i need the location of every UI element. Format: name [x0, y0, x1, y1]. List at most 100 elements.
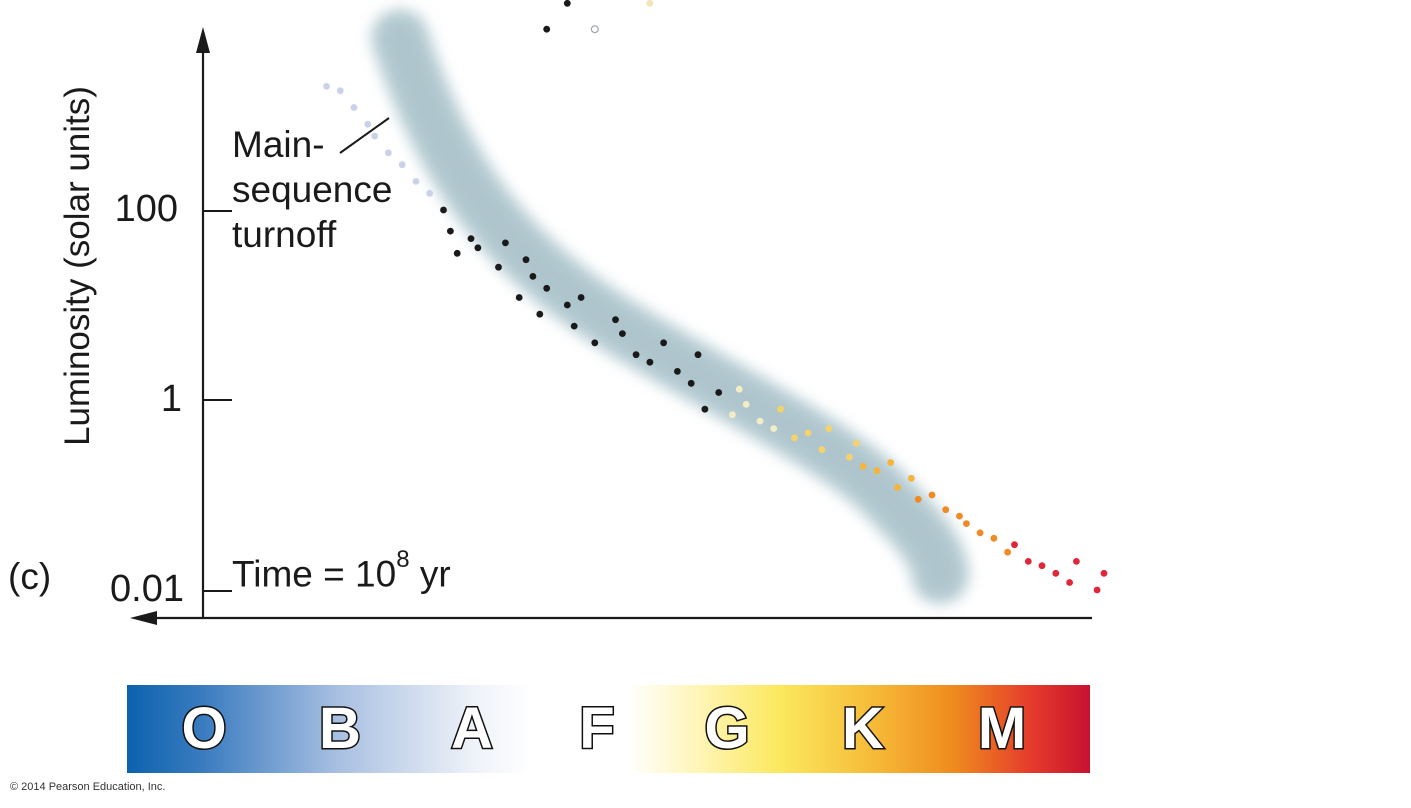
giant-star-4	[590, 25, 599, 34]
main-sequence-star-41	[791, 434, 798, 442]
main-sequence-star-12	[467, 235, 475, 243]
main-sequence-star-38	[756, 417, 764, 425]
main-sequence-star-6	[398, 161, 406, 169]
main-sequence-star-47	[859, 463, 867, 470]
main-sequence-star-15	[502, 239, 509, 247]
annotation-line-2: sequence	[232, 169, 393, 210]
spectral-class-b: B	[319, 696, 361, 761]
main-sequence-band	[371, 9, 969, 604]
turnoff-annotation: Main- sequence turnoff	[232, 122, 392, 257]
main-sequence-star-52	[914, 495, 922, 503]
time-equals: =	[323, 553, 345, 595]
main-sequence-star-32	[694, 351, 702, 359]
spectral-class-f: F	[579, 696, 614, 761]
main-sequence-star-66	[1093, 586, 1101, 594]
giant-star-3	[563, 0, 571, 7]
main-sequence-star-37	[742, 400, 750, 408]
y-tick-label-100: 100	[114, 188, 178, 230]
main-sequence-star-5	[385, 149, 392, 157]
main-sequence-star-55	[956, 512, 963, 520]
main-sequence-star-21	[563, 301, 571, 309]
main-sequence-star-13	[474, 244, 482, 252]
main-sequence-star-23	[577, 294, 585, 301]
main-sequence-star-56	[963, 520, 970, 527]
y-tick-label-001: 0.01	[110, 568, 184, 610]
main-sequence-star-22	[570, 322, 578, 330]
main-sequence-star-64	[1066, 579, 1073, 586]
main-sequence-star-65	[1073, 558, 1080, 565]
main-sequence-star-60	[1011, 541, 1018, 549]
main-sequence-star-29	[660, 339, 667, 347]
main-sequence-star-62	[1038, 562, 1046, 570]
spectral-class-k: K	[842, 696, 884, 761]
main-sequence-star-46	[852, 439, 860, 447]
y-axis-arrow	[196, 27, 210, 53]
giant-star-5	[646, 0, 654, 7]
main-sequence-star-54	[942, 506, 950, 514]
time-unit: yr	[419, 553, 451, 595]
main-sequence-star-57	[976, 529, 984, 537]
main-sequence-star-51	[907, 474, 915, 482]
main-sequence-star-9	[440, 206, 447, 214]
turnoff-leader-line	[339, 117, 390, 154]
data-points	[323, 0, 1108, 594]
time-prefix: Time	[232, 553, 313, 595]
y-tick-label-1: 1	[160, 378, 182, 420]
main-sequence-star-25	[612, 316, 619, 324]
main-sequence-star-4	[371, 132, 379, 140]
main-sequence-star-1	[336, 87, 344, 95]
x-axis-arrow	[130, 611, 157, 625]
annotation-line-1: Main-	[232, 124, 325, 165]
spectral-class-a: A	[451, 696, 493, 761]
main-sequence-star-30	[674, 368, 681, 375]
main-sequence-star-17	[522, 256, 530, 264]
main-sequence-star-50	[894, 484, 901, 491]
main-sequence-star-31	[687, 379, 695, 387]
main-sequence-star-26	[619, 330, 626, 337]
main-sequence-star-67	[1100, 569, 1108, 577]
main-sequence-star-33	[701, 405, 709, 413]
main-sequence-star-0	[323, 83, 330, 90]
main-sequence-star-20	[543, 284, 551, 292]
main-sequence-star-61	[1024, 558, 1032, 565]
main-sequence-star-35	[729, 411, 736, 419]
main-sequence-star-58	[990, 534, 998, 542]
main-sequence-star-11	[453, 249, 461, 257]
main-sequence-star-43	[818, 446, 826, 454]
main-sequence-star-2	[350, 104, 358, 111]
main-sequence-star-34	[715, 389, 723, 396]
main-sequence-star-24	[591, 339, 599, 347]
annotation-line-3: turnoff	[232, 214, 337, 255]
main-sequence-star-40	[777, 405, 784, 413]
main-sequence-star-19	[536, 310, 544, 318]
spectral-class-o: O	[181, 696, 226, 761]
main-sequence-star-27	[632, 351, 640, 359]
time-label: Time = 108 yr	[232, 546, 451, 595]
main-sequence-star-3	[364, 120, 372, 128]
main-sequence-star-18	[529, 273, 537, 280]
main-sequence-star-8	[426, 189, 434, 197]
spectral-class-g: G	[704, 696, 749, 761]
main-sequence-star-16	[515, 294, 523, 301]
giant-star-2	[543, 25, 551, 33]
axes	[130, 27, 1092, 625]
time-base: 10	[355, 553, 397, 595]
main-sequence-star-14	[495, 263, 502, 271]
main-sequence-star-44	[825, 425, 833, 432]
main-sequence-star-48	[873, 467, 881, 475]
main-sequence-star-36	[735, 385, 743, 393]
main-sequence-star-28	[646, 358, 654, 366]
main-sequence-star-10	[447, 227, 454, 235]
main-sequence-star-42	[804, 429, 812, 437]
spectral-class-m: M	[978, 696, 1026, 761]
panel-label: (c)	[8, 556, 52, 597]
main-sequence-star-7	[412, 178, 420, 185]
main-sequence-star-63	[1052, 569, 1060, 577]
main-sequence-star-49	[887, 459, 895, 466]
main-sequence-star-59	[1004, 548, 1011, 556]
spectral-gradient	[127, 685, 1090, 773]
main-sequence-star-39	[770, 425, 778, 432]
copyright-notice: © 2014 Pearson Education, Inc.	[10, 781, 166, 793]
